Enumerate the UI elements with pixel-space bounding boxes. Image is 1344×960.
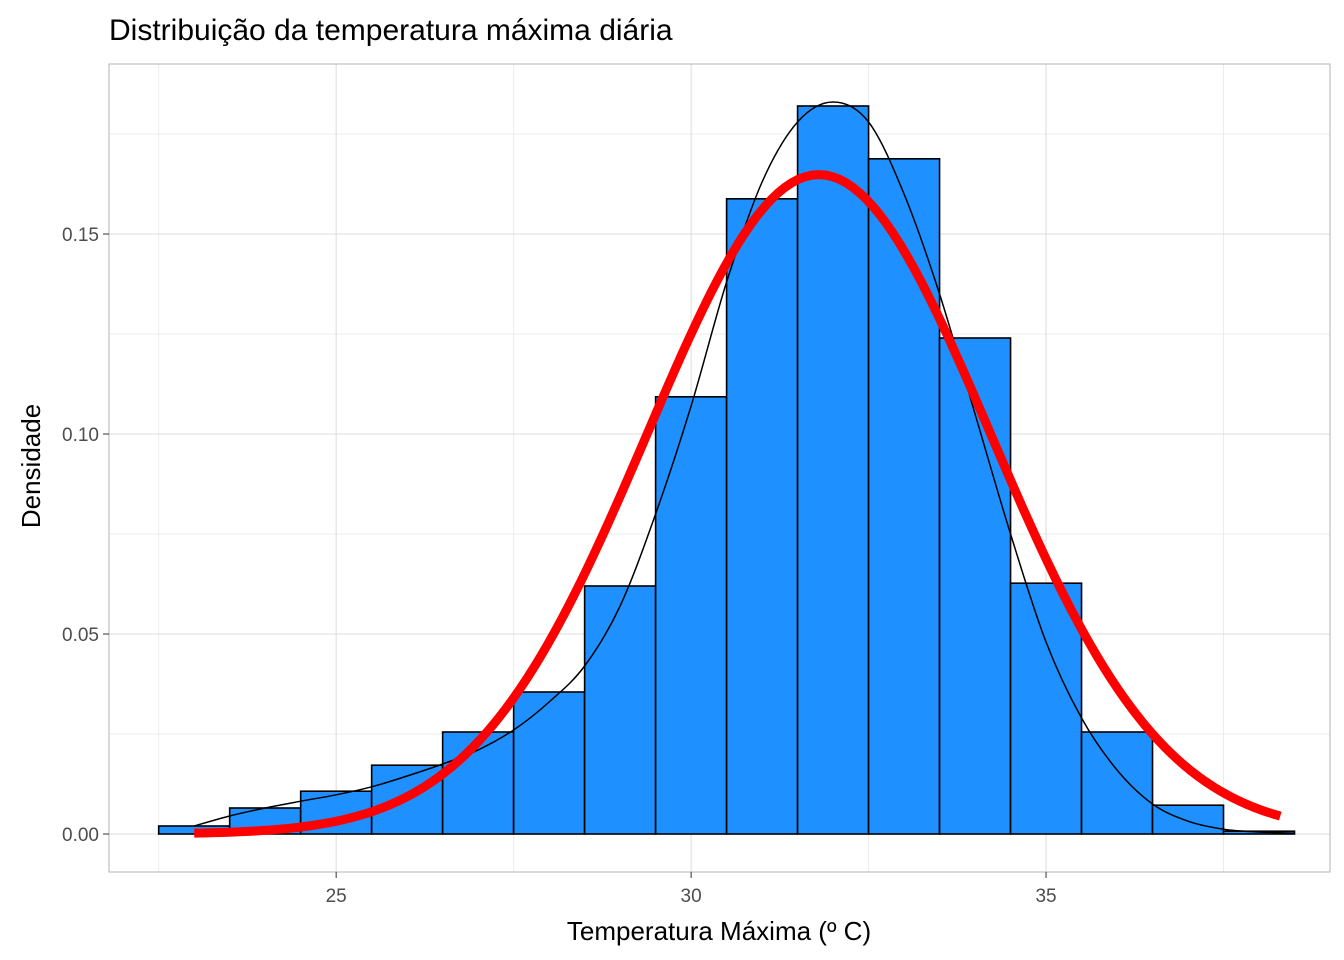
y-tick-label: 0.00 xyxy=(62,825,99,846)
histogram-bar xyxy=(796,105,870,835)
normal-fit-curve xyxy=(194,170,1282,838)
x-tick-label: 35 xyxy=(1035,886,1056,907)
axis-ticks: 25 30 35 0.00 0.05 0.10 0.15 xyxy=(62,225,1057,907)
x-tick-label: 30 xyxy=(681,886,702,907)
histogram-bar xyxy=(583,585,657,835)
x-tick-label: 25 xyxy=(326,886,347,907)
density-curves xyxy=(193,101,1295,838)
histogram-bar xyxy=(654,395,728,835)
histogram-bar xyxy=(1151,804,1225,835)
histogram-bar xyxy=(725,198,799,835)
chart-title: Distribuição da temperatura máxima diári… xyxy=(109,14,673,47)
histogram-bars xyxy=(157,105,1296,835)
histogram-bar xyxy=(512,691,586,835)
histogram-bar xyxy=(1009,582,1083,835)
panel-border xyxy=(108,63,1331,873)
y-tick-label: 0.15 xyxy=(62,225,99,246)
kernel-density-curve xyxy=(193,101,1295,834)
y-tick-label: 0.10 xyxy=(62,425,99,446)
histogram-bar xyxy=(867,158,941,835)
x-axis-title: Temperatura Máxima (º C) xyxy=(567,916,871,946)
y-axis-title: Densidade xyxy=(16,404,46,528)
y-tick-label: 0.05 xyxy=(62,625,99,646)
histogram-bar xyxy=(1080,731,1154,835)
histogram-bar xyxy=(938,337,1012,835)
histogram-bar xyxy=(441,731,515,835)
